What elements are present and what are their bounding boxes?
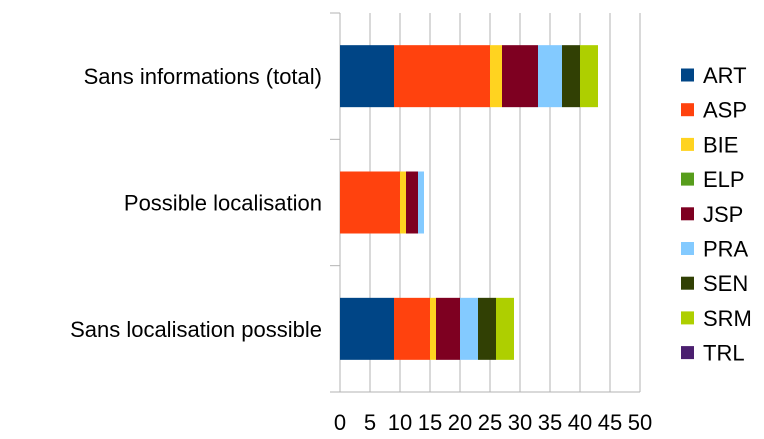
bar-jsp-sans-informations-total [502,45,538,108]
legend-label-trl: TRL [703,341,745,366]
bar-pra-sans-informations-total [538,45,562,108]
x-tick-label-5: 5 [364,410,376,435]
bar-sen-sans-localisation-possible [478,297,496,360]
legend-label-bie: BIE [703,132,738,157]
x-tick-label-30: 30 [508,410,532,435]
bar-asp-sans-localisation-possible [394,297,430,360]
x-tick-label-40: 40 [568,410,592,435]
x-tick-label-45: 45 [598,410,622,435]
x-tick-label-0: 0 [334,410,346,435]
legend-label-pra: PRA [703,237,749,262]
legend-swatch-trl [681,346,694,360]
bar-bie-sans-informations-total [490,45,502,108]
legend-label-jsp: JSP [703,202,743,227]
x-tick-label-25: 25 [478,410,502,435]
x-tick-label-35: 35 [538,410,562,435]
bar-pra-sans-localisation-possible [460,297,478,360]
bar-art-sans-informations-total [340,45,394,108]
legend-swatch-bie [681,137,694,151]
legend-swatch-srm [681,311,694,325]
bar-pra-possible-localisation [418,171,424,234]
legend-label-srm: SRM [703,306,752,331]
x-tick-label-10: 10 [388,410,412,435]
bar-asp-sans-informations-total [394,45,490,108]
legend: ART ASP BIE ELP JSP PRA SEN SRM TRL [681,63,752,366]
bar-srm-sans-localisation-possible [496,297,514,360]
x-tick-label-20: 20 [448,410,472,435]
category-labels: Sans informations (total) Possible locali… [70,64,322,342]
bar-art-sans-localisation-possible [340,297,394,360]
bar-jsp-sans-localisation-possible [436,297,460,360]
legend-swatch-asp [681,103,694,117]
legend-label-sen: SEN [703,271,748,296]
category-label-sans-informations-total: Sans informations (total) [84,64,322,89]
bar-bie-sans-localisation-possible [430,297,436,360]
bar-jsp-possible-localisation [406,171,418,234]
x-tick-label-15: 15 [418,410,442,435]
category-label-possible-localisation: Possible localisation [124,191,322,216]
legend-label-asp: ASP [703,98,747,123]
legend-label-elp: ELP [703,167,745,192]
bar-asp-possible-localisation [340,171,400,234]
legend-swatch-elp [681,172,694,186]
bar-sen-sans-informations-total [562,45,580,108]
bar-srm-sans-informations-total [580,45,598,108]
category-label-sans-localisation-possible: Sans localisation possible [70,317,322,342]
legend-swatch-pra [681,242,694,255]
legend-label-art: ART [703,63,747,88]
bar-bie-possible-localisation [400,171,406,234]
legend-swatch-sen [681,276,694,290]
x-tick-labels: 0 5 10 15 20 25 30 35 40 45 50 [334,410,652,435]
bars [340,45,598,360]
legend-swatch-jsp [681,207,694,221]
x-tick-label-50: 50 [628,410,652,435]
legend-swatch-art [681,68,694,82]
